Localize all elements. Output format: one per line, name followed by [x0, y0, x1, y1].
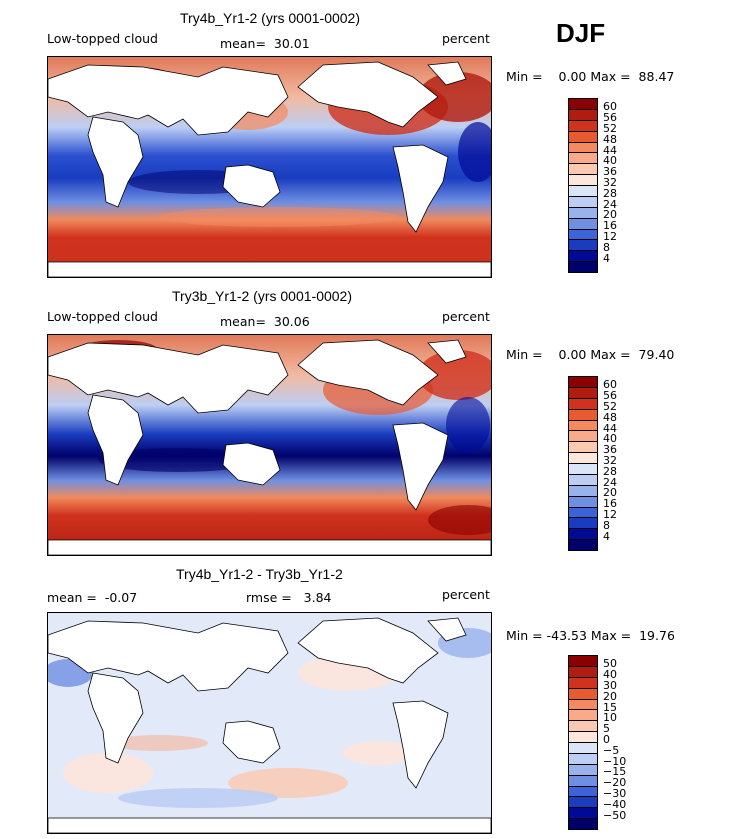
cbar-3-tick: −10 [603, 755, 627, 768]
cbar-2-tick: 28 [603, 465, 617, 478]
cbar-2-tick: 44 [603, 422, 617, 435]
cbar-2-tick: 24 [603, 476, 617, 489]
cbar-2-tick: 60 [603, 378, 617, 391]
cbar-3-tick: −5 [603, 744, 620, 757]
cbar-1-tick: 8 [603, 241, 610, 254]
panel-3-title: Try4b_Yr1-2 - Try3b_Yr1-2 [176, 566, 343, 582]
cbar-2-tick: 12 [603, 508, 617, 521]
cbar-3-tick: 15 [603, 701, 617, 714]
panel-1-map [47, 56, 492, 278]
panel-2-land [48, 339, 491, 555]
cbar-2-tick: 20 [603, 486, 617, 499]
panel-1-land [48, 61, 491, 277]
panel-2-variable-label: Low-topped cloud [47, 309, 158, 324]
cbar-1-tick: 32 [603, 176, 617, 189]
panel-2-mean-label: mean= 30.06 [220, 314, 310, 329]
cbar-2-tick: 56 [603, 389, 617, 402]
cbar-3-tick: −30 [603, 787, 627, 800]
cbar-3-tick: −20 [603, 776, 627, 789]
cbar-1-tick: 56 [603, 111, 617, 124]
panel-3-rmse-label: rmse = 3.84 [246, 590, 332, 605]
cbar-3-tick: 40 [603, 668, 617, 681]
panel-1-mean-label: mean= 30.01 [220, 36, 310, 51]
cbar-1-tick: 48 [603, 133, 617, 146]
cbar-1-tick: 36 [603, 165, 617, 178]
cbar-3-tick: −50 [603, 809, 627, 822]
cbar-1-tick: 40 [603, 154, 617, 167]
cbar-2-tick: 36 [603, 443, 617, 456]
cbar-1-tick: 16 [603, 219, 617, 232]
cbar-1-tick: 12 [603, 230, 617, 243]
cbar-3-tick: 20 [603, 690, 617, 703]
panel-3-mean-label: mean = -0.07 [47, 590, 138, 605]
cbar-1-tick: 4 [603, 252, 610, 265]
panel-3-units-label: percent [442, 587, 490, 602]
panel-2-map [47, 334, 492, 556]
panel-3-land [48, 617, 491, 833]
panel-2-title: Try3b_Yr1-2 (yrs 0001-0002) [172, 288, 353, 304]
cbar-1-tick: 20 [603, 208, 617, 221]
panel-2-units-label: percent [442, 309, 490, 324]
cbar-3-tick: −15 [603, 765, 627, 778]
cbar-1-tick: 24 [603, 198, 617, 211]
cbar-2-tick: 40 [603, 432, 617, 445]
cbar-1-tick: 60 [603, 100, 617, 113]
panel-3-map [47, 612, 492, 834]
cbar-2-tick: 32 [603, 454, 617, 467]
cbar-2-tick: 52 [603, 400, 617, 413]
panel-1-colorbar [568, 98, 598, 273]
cbar-1-tick: 52 [603, 122, 617, 135]
panel-1-units-label: percent [442, 31, 490, 46]
cbar-3-tick: 10 [603, 711, 617, 724]
panel-3-colorbar [568, 655, 598, 830]
cbar-1-tick: 28 [603, 187, 617, 200]
panel-1-title: Try4b_Yr1-2 (yrs 0001-0002) [180, 10, 361, 26]
cbar-3-tick: −40 [603, 798, 627, 811]
panel-1-variable-label: Low-topped cloud [47, 31, 158, 46]
cbar-2-tick: 16 [603, 497, 617, 510]
cbar-3-tick: 5 [603, 722, 610, 735]
cbar-2-tick: 4 [603, 530, 610, 543]
cbar-3-tick: 0 [603, 733, 610, 746]
panel-2-colorbar [568, 376, 598, 551]
panel-3-minmax: Min = -43.53 Max = 19.76 [506, 628, 675, 643]
cbar-3-tick: 50 [603, 657, 617, 670]
panel-1-minmax: Min = 0.00 Max = 88.47 [506, 69, 675, 84]
cbar-1-tick: 44 [603, 144, 617, 157]
cbar-2-tick: 8 [603, 519, 610, 532]
cbar-2-tick: 48 [603, 411, 617, 424]
season-label: DJF [556, 18, 606, 48]
cbar-3-tick: 30 [603, 679, 617, 692]
panel-2-minmax: Min = 0.00 Max = 79.40 [506, 347, 675, 362]
